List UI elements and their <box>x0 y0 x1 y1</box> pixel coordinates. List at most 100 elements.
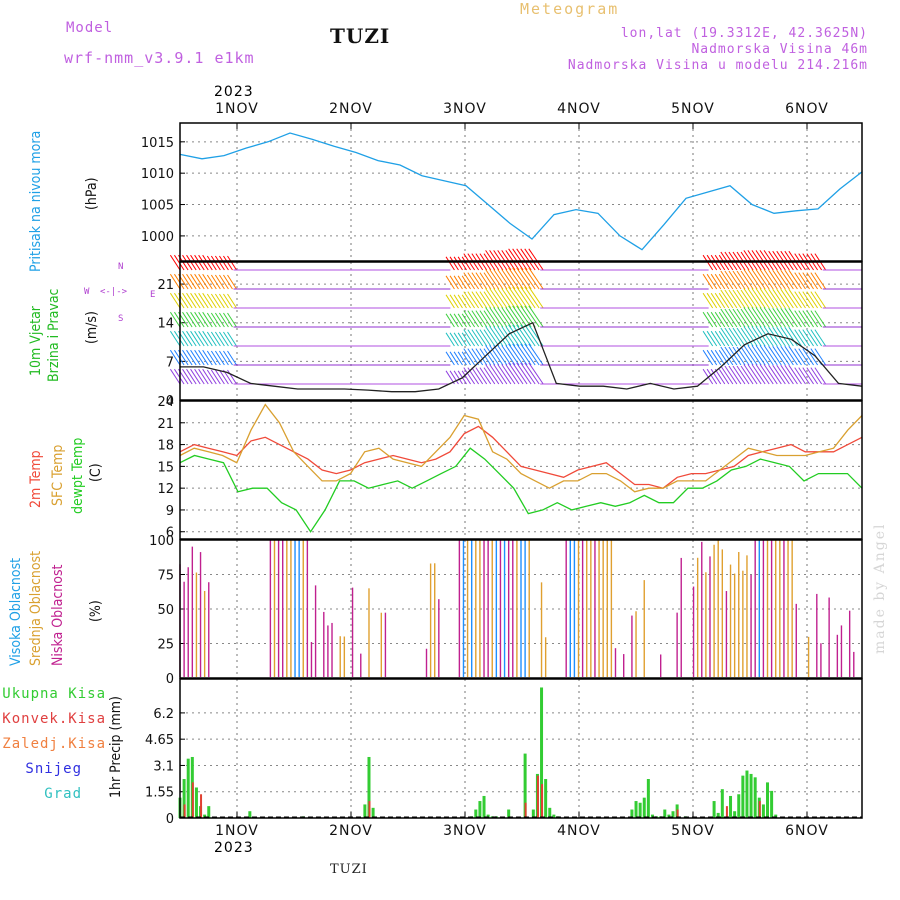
wind-barb <box>706 292 718 309</box>
wind-barb <box>755 269 770 290</box>
wind-barb <box>512 305 528 328</box>
wind-barb <box>174 254 185 271</box>
precip-bar <box>203 814 207 818</box>
wind-barb <box>471 348 484 366</box>
precip-conv-bar <box>368 801 371 818</box>
wind-barb <box>174 292 185 309</box>
day-label-top: 6NOV <box>785 101 829 117</box>
wind-barb <box>214 312 225 328</box>
wind-barb <box>814 310 827 328</box>
wind-barb <box>528 248 544 271</box>
wind-barb <box>198 292 209 309</box>
wind-barb <box>814 348 827 366</box>
wind-barb <box>505 307 520 328</box>
wind-barb <box>475 348 488 366</box>
y-tick-label: 1000 <box>141 230 174 245</box>
compass-arrows: <-|-> <box>100 287 128 297</box>
wind-barb <box>497 326 512 347</box>
wind-barb <box>802 291 814 309</box>
wind-barb <box>508 305 524 328</box>
precip-bar <box>207 806 211 818</box>
wind-barb <box>751 326 766 347</box>
wind-barb <box>776 269 790 290</box>
wind-barb <box>710 292 722 309</box>
wind-barb <box>461 256 471 271</box>
precip-bar <box>671 811 675 818</box>
page-title: TUZI <box>330 24 391 48</box>
precip-bar <box>737 794 741 818</box>
wind-barb <box>702 273 714 290</box>
wind-barb <box>732 327 746 347</box>
wind-barb <box>182 311 193 328</box>
wind-barb <box>512 343 528 366</box>
precip-bar <box>642 797 646 818</box>
altitude: Nadmorska Visina 46m <box>691 42 868 57</box>
wind-barb <box>728 270 742 290</box>
wind-barb <box>186 292 197 309</box>
wind-barb <box>755 364 770 385</box>
wind-barb <box>186 330 197 347</box>
wind-barb <box>508 343 524 366</box>
wind-barb <box>223 255 233 271</box>
wind-barb <box>780 269 794 290</box>
precip-bar <box>186 758 190 818</box>
temp-line-2 <box>179 447 863 533</box>
wind-barb <box>489 364 504 385</box>
y-tick-label: 25 <box>157 638 174 653</box>
precip-bar <box>720 789 724 818</box>
wind-barb <box>776 326 790 347</box>
wind-barb <box>479 291 492 309</box>
wind-barb <box>814 291 827 309</box>
wind-barb <box>740 365 754 385</box>
panel-frame <box>179 400 863 540</box>
wind-barb <box>194 273 205 290</box>
wind-barb <box>755 288 770 309</box>
wind-barb <box>718 292 730 309</box>
precip-bar <box>367 756 371 818</box>
wind-barb <box>520 248 536 271</box>
wind-barb <box>479 310 492 328</box>
wind-barb <box>497 345 512 366</box>
wind-barb <box>732 270 746 290</box>
wind-barb <box>798 348 810 366</box>
wind-barb <box>493 250 508 271</box>
wind-barb <box>194 349 205 366</box>
wind-barb <box>710 273 722 290</box>
wind-barb <box>505 345 520 366</box>
wind-barb <box>198 311 209 328</box>
precip-bar <box>638 802 642 818</box>
wind-barb <box>449 275 459 290</box>
wind-barb <box>508 248 524 271</box>
wind-barb <box>445 275 455 290</box>
wind-barb <box>493 345 508 366</box>
wind-barb <box>483 329 496 347</box>
wind-barb <box>471 310 484 328</box>
wind-barb <box>714 273 726 290</box>
wind-barb <box>198 330 209 347</box>
wind-barb <box>206 255 217 271</box>
wind-barb <box>449 294 459 309</box>
precip-conv-bar <box>541 784 544 818</box>
wind-barb <box>740 308 754 328</box>
wind-barb <box>798 367 810 385</box>
wind-barb <box>798 272 810 290</box>
wind-barb <box>497 288 512 309</box>
precip-bar <box>507 809 511 818</box>
wind-barb <box>747 250 762 271</box>
wind-barb <box>497 269 512 290</box>
precip-bar <box>363 804 367 818</box>
wind-barb <box>457 313 467 328</box>
wind-barb <box>493 364 508 385</box>
wind-barb <box>202 349 213 366</box>
day-label-top: 1NOV <box>215 101 259 117</box>
precip-bar <box>663 809 667 818</box>
precip-conv-bar <box>758 801 761 818</box>
y-tick-label: 3.1 <box>153 759 174 774</box>
wind-barb <box>219 369 229 385</box>
wind-barb <box>728 289 742 309</box>
wind-barb <box>467 291 480 309</box>
wind-barb <box>508 362 524 385</box>
wind-barb <box>463 291 476 309</box>
precip-conv-bar <box>676 809 679 818</box>
wind-barb <box>169 368 181 385</box>
